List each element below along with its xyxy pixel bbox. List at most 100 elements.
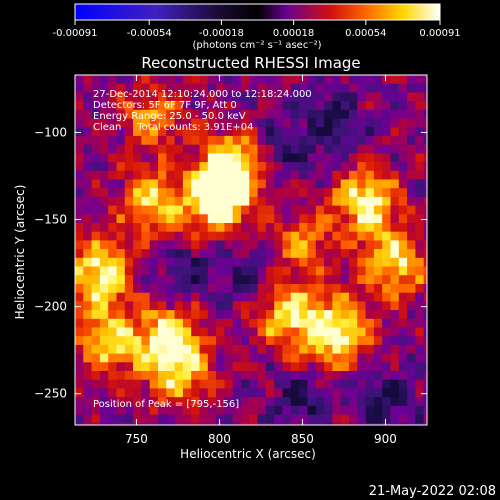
image-pixel bbox=[340, 292, 350, 302]
image-pixel bbox=[108, 344, 117, 355]
image-pixel bbox=[91, 75, 101, 85]
image-pixel bbox=[166, 266, 176, 276]
image-pixel bbox=[166, 310, 176, 320]
image-pixel bbox=[340, 257, 350, 267]
image-pixel bbox=[340, 101, 350, 111]
image-pixel bbox=[324, 414, 333, 424]
image-pixel bbox=[174, 179, 184, 189]
image-pixel bbox=[423, 388, 427, 398]
image-pixel bbox=[340, 75, 350, 85]
image-pixel bbox=[241, 397, 250, 407]
image-pixel bbox=[390, 240, 400, 250]
image-pixel bbox=[299, 205, 308, 215]
image-pixel bbox=[407, 336, 416, 346]
image-pixel bbox=[116, 423, 126, 425]
image-pixel bbox=[191, 266, 200, 276]
image-pixel bbox=[349, 135, 358, 146]
image-pixel bbox=[390, 231, 400, 241]
image-pixel bbox=[108, 223, 117, 233]
image-pixel bbox=[224, 266, 234, 276]
image-pixel bbox=[332, 318, 342, 328]
image-pixel bbox=[141, 318, 151, 328]
image-pixel bbox=[75, 353, 84, 363]
image-pixel bbox=[290, 101, 300, 111]
image-pixel bbox=[99, 405, 109, 415]
image-pixel bbox=[83, 423, 93, 425]
image-pixel bbox=[232, 92, 242, 102]
image-pixel bbox=[324, 301, 333, 311]
image-pixel bbox=[407, 310, 416, 320]
image-pixel bbox=[141, 205, 151, 215]
image-pixel bbox=[290, 240, 300, 250]
image-pixel bbox=[332, 371, 342, 381]
image-pixel bbox=[290, 353, 300, 363]
image-pixel bbox=[415, 344, 425, 355]
image-pixel bbox=[357, 353, 367, 363]
image-pixel bbox=[199, 327, 209, 337]
image-pixel bbox=[307, 101, 317, 111]
image-pixel bbox=[174, 188, 184, 198]
image-pixel bbox=[116, 344, 126, 355]
image-pixel bbox=[340, 327, 350, 337]
image-pixel bbox=[265, 414, 275, 424]
image-pixel bbox=[158, 170, 167, 180]
image-pixel bbox=[141, 257, 151, 267]
image-pixel bbox=[282, 284, 292, 294]
image-pixel bbox=[108, 379, 117, 389]
image-pixel bbox=[216, 405, 225, 415]
image-pixel bbox=[174, 318, 184, 328]
image-pixel bbox=[324, 127, 333, 137]
image-pixel bbox=[265, 249, 275, 259]
image-pixel bbox=[373, 170, 383, 180]
image-pixel bbox=[83, 223, 93, 233]
image-pixel bbox=[91, 353, 101, 363]
image-pixel bbox=[149, 92, 159, 102]
image-pixel bbox=[116, 257, 126, 267]
image-pixel bbox=[199, 388, 209, 398]
image-pixel bbox=[324, 266, 333, 276]
image-pixel bbox=[124, 75, 134, 85]
image-pixel bbox=[191, 118, 200, 128]
image-pixel bbox=[340, 144, 350, 154]
image-pixel bbox=[199, 318, 209, 328]
image-pixel bbox=[390, 83, 400, 93]
image-pixel bbox=[199, 127, 209, 137]
image-pixel bbox=[407, 223, 416, 233]
image-pixel bbox=[124, 292, 134, 302]
image-pixel bbox=[241, 284, 250, 294]
image-pixel bbox=[307, 284, 317, 294]
image-pixel bbox=[407, 344, 416, 355]
image-pixel bbox=[166, 83, 176, 93]
image-pixel bbox=[224, 75, 234, 85]
image-pixel bbox=[149, 414, 159, 424]
image-pixel bbox=[83, 344, 93, 355]
image-pixel bbox=[133, 423, 142, 425]
image-pixel bbox=[191, 153, 200, 163]
image-pixel bbox=[257, 135, 267, 146]
image-pixel bbox=[274, 388, 283, 398]
image-pixel bbox=[274, 75, 283, 85]
image-pixel bbox=[116, 101, 126, 111]
image-pixel bbox=[108, 205, 117, 215]
image-pixel bbox=[91, 284, 101, 294]
image-pixel bbox=[149, 327, 159, 337]
image-pixel bbox=[83, 275, 93, 285]
image-pixel bbox=[423, 205, 427, 215]
image-pixel bbox=[224, 205, 234, 215]
image-pixel bbox=[382, 214, 391, 224]
image-pixel bbox=[249, 109, 259, 119]
image-pixel bbox=[191, 362, 200, 372]
image-pixel bbox=[191, 336, 200, 346]
image-pixel bbox=[182, 92, 192, 102]
image-pixel bbox=[116, 336, 126, 346]
image-pixel bbox=[265, 214, 275, 224]
image-pixel bbox=[423, 109, 427, 119]
annotation-energy-range: Energy Range: 25.0 - 50.0 keV bbox=[93, 111, 246, 122]
image-pixel bbox=[75, 266, 84, 276]
image-pixel bbox=[224, 405, 234, 415]
image-pixel bbox=[257, 327, 267, 337]
image-pixel bbox=[199, 83, 209, 93]
image-pixel bbox=[141, 109, 151, 119]
image-pixel bbox=[349, 214, 358, 224]
image-pixel bbox=[257, 423, 267, 425]
